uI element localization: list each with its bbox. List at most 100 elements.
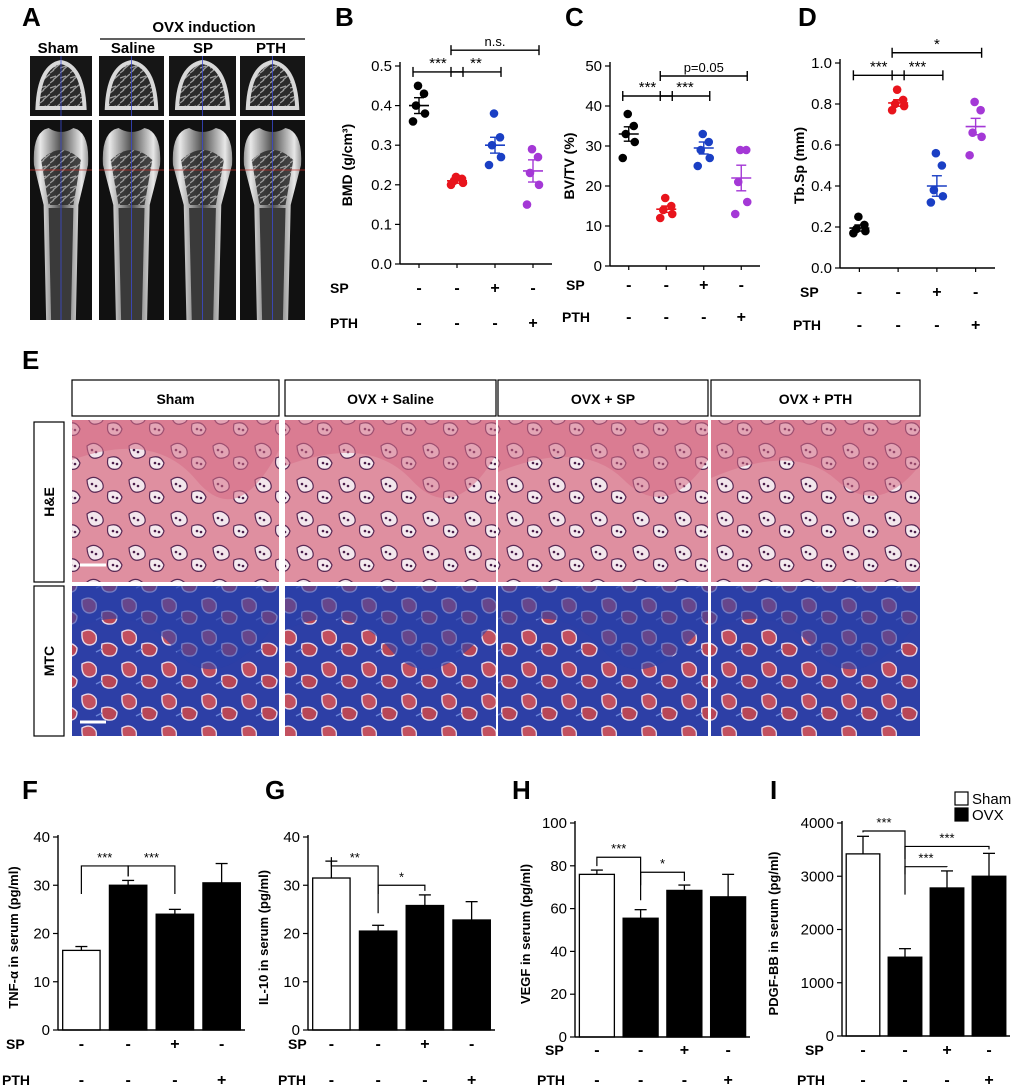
- mtc-tissue-band-1: [285, 586, 496, 670]
- y-tick-label-G-0: 0: [292, 1022, 300, 1039]
- sig-label-G-0: **: [350, 850, 360, 865]
- legend-label-0: Sham: [972, 791, 1011, 808]
- pth-sign-I-2: -: [944, 1072, 949, 1089]
- label-a-saline: Saline: [111, 40, 155, 57]
- sp-sign-D-0: -: [857, 284, 862, 301]
- bar-H-0: [578, 873, 616, 1038]
- y-tick-label-G-1: 10: [283, 974, 300, 991]
- panel-label-c: C: [565, 2, 584, 32]
- histo-col-header-box-2: [497, 379, 709, 417]
- label-a-pth: PTH: [256, 40, 286, 57]
- data-point-B-3-0: [522, 200, 532, 209]
- y-tick-label-D-1: 0.2: [811, 219, 832, 236]
- bar-G-0: [312, 877, 351, 1031]
- sp-sign-C-1: -: [664, 277, 669, 294]
- pth-sign-D-1: -: [895, 317, 900, 334]
- data-point-D-2-1: [938, 191, 948, 201]
- sig-label-D-1: ***: [909, 58, 927, 75]
- pth-row-label-B: PTH: [330, 315, 358, 331]
- sig-label-D-0: ***: [870, 58, 888, 75]
- y-tick-label-H-0: 0: [559, 1029, 567, 1046]
- pth-row-label-C: PTH: [562, 309, 590, 325]
- y-tick-label-I-4: 4000: [801, 815, 834, 832]
- panel-e-histology: Sham OVX + Saline OVX + SP OVX + PTH H&E MTC: [33, 379, 921, 737]
- pth-sign-B-0: -: [416, 315, 421, 332]
- y-tick-label-G-2: 20: [283, 926, 300, 943]
- bar-G-3: [452, 919, 491, 1031]
- sig-label-F-0: ***: [97, 850, 112, 865]
- bar-H-3: [709, 896, 747, 1038]
- sp-sign-B-0: -: [416, 280, 421, 297]
- sp-row-label-H: SP: [545, 1042, 564, 1058]
- bar-G-1: [358, 930, 398, 1031]
- data-point-D-2-0: [926, 198, 936, 207]
- y-tick-label-C-4: 40: [585, 98, 602, 115]
- y-axis-label-B: BMD (g/cm³): [339, 124, 355, 206]
- y-tick-label-B-2: 0.2: [371, 177, 392, 194]
- histo-row-box-mtc: [33, 585, 65, 737]
- chart-i-pdgf: 0 1000 2000 3000 4000 PDGF-BB in serum (pg/ml…: [766, 791, 1011, 1089]
- y-tick-label-H-1: 20: [550, 986, 567, 1003]
- y-tick-label-F-2: 20: [33, 926, 50, 943]
- y-axis-label-C: BV/TV (%): [561, 133, 577, 200]
- data-point-B-0-1: [420, 109, 430, 118]
- mtc-tissue-band-0: [72, 586, 279, 670]
- panel-label-a: A: [22, 2, 41, 32]
- sig-label-I-1: ***: [918, 851, 933, 866]
- pth-sign-D-3: +: [971, 317, 980, 334]
- sp-row-label-D: SP: [800, 284, 819, 300]
- legend-swatch-1: [954, 807, 969, 822]
- y-tick-label-C-1: 10: [585, 218, 602, 235]
- bar-I-1: [887, 956, 923, 1037]
- pth-sign-G-1: -: [375, 1072, 380, 1089]
- histo-col-header-2: OVX + SP: [571, 391, 635, 407]
- pth-sign-G-3: +: [467, 1072, 476, 1089]
- panel-label-d: D: [798, 2, 817, 32]
- histo-row-label-he: H&E: [41, 487, 57, 517]
- panel-label-e: E: [22, 345, 40, 375]
- sig-label-H-1: *: [660, 856, 665, 871]
- data-point-B-0-3: [419, 89, 429, 99]
- data-point-D-2-4: [931, 148, 941, 158]
- bar-I-3: [971, 875, 1007, 1037]
- panel-label-h: H: [512, 775, 531, 805]
- bar-F-2: [155, 913, 195, 1031]
- bar-F-3: [202, 882, 241, 1031]
- y-tick-label-F-4: 40: [33, 829, 50, 846]
- data-point-C-0-0: [618, 153, 628, 163]
- panel-label-g: G: [265, 775, 286, 805]
- sp-sign-I-2: +: [942, 1042, 951, 1059]
- y-tick-label-H-3: 60: [550, 901, 567, 918]
- data-point-D-2-2: [929, 185, 939, 195]
- histo-col-header-box-3: [710, 379, 921, 417]
- sp-sign-F-1: -: [125, 1036, 130, 1053]
- data-point-D-2-3: [937, 161, 947, 170]
- sp-sign-F-0: -: [79, 1036, 84, 1053]
- chart-c-bvtv: 0 10 20 30 40 50 BV/TV (%) *** *** p=0.05 SP PTH - - -…: [561, 58, 760, 326]
- bar-H-2: [666, 889, 703, 1038]
- pth-sign-C-1: -: [664, 309, 669, 326]
- sig-bracket-G-0: [330, 857, 379, 894]
- histo-row-label-mtc: MTC: [41, 646, 57, 676]
- pth-sign-C-3: +: [737, 309, 746, 326]
- sig-label-G-1: *: [399, 869, 404, 884]
- sp-sign-H-2: +: [680, 1042, 689, 1059]
- sig-label-B-2: n.s.: [485, 34, 506, 49]
- data-point-B-2-0: [484, 160, 494, 170]
- bar-G-2: [405, 904, 445, 1031]
- data-point-C-3-1: [742, 197, 752, 207]
- sp-sign-D-1: -: [895, 284, 900, 301]
- y-tick-label-F-0: 0: [42, 1022, 50, 1039]
- histo-row-box-he: [33, 421, 65, 583]
- y-tick-label-I-0: 0: [826, 1028, 834, 1045]
- sp-sign-G-0: -: [329, 1036, 334, 1053]
- sp-sign-I-3: -: [986, 1042, 991, 1059]
- label-a-sp: SP: [193, 40, 213, 57]
- y-tick-label-I-3: 3000: [801, 868, 834, 885]
- he-tissue-band-0: [72, 420, 279, 500]
- sp-sign-D-2: +: [932, 284, 941, 301]
- pth-sign-D-2: -: [934, 317, 939, 334]
- y-axis-label-D: Tb.Sp (mm): [791, 127, 807, 204]
- legend-swatch-0: [954, 791, 969, 806]
